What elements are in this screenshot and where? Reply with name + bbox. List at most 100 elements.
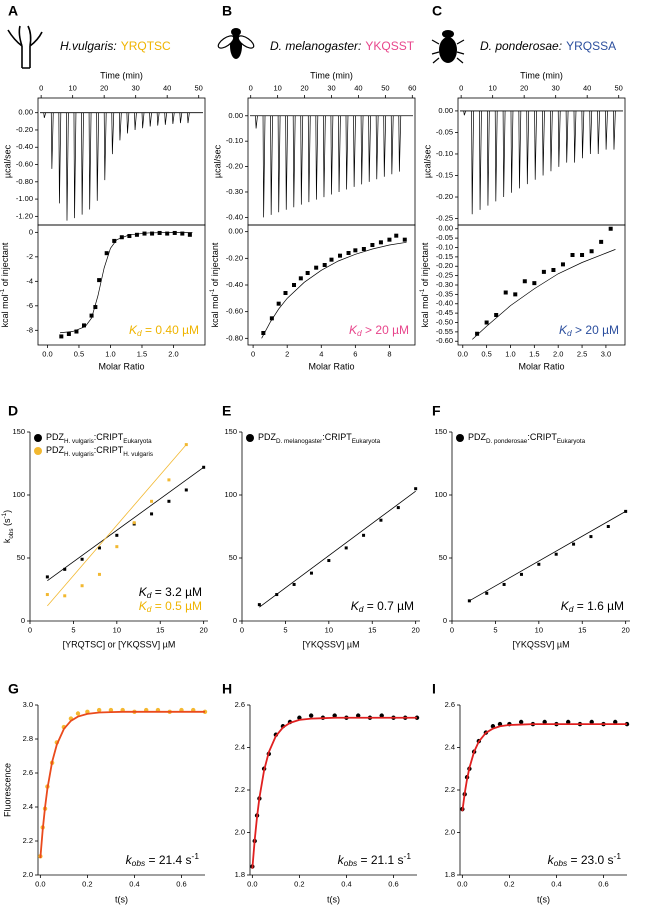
x-tick-label: 15 [368,626,376,635]
y-tick-label: -0.20 [226,162,243,171]
x-tick-label: 2.5 [577,350,587,359]
y-tick-label: -0.30 [436,280,453,289]
injection-peak [589,110,593,154]
legend-label-part: :CRIPT [94,432,124,442]
injection-peak [605,110,608,150]
injection-peak [141,112,145,129]
x-tick-label: 0.2 [504,880,514,889]
y-tick-label: -0.30 [226,187,243,196]
x-tick-label: 20 [411,626,419,635]
x-tick-label: 10 [535,626,543,635]
injection-peak [518,110,522,189]
data-point [82,323,87,328]
annotation-part: -1 [404,851,412,861]
panel-letter: F [432,403,441,419]
panel-letter: C [432,3,442,19]
annotation: kobs = 21.1 s-1 [338,851,412,868]
data-point [503,290,508,295]
data-point [80,557,84,561]
annotation-part: = 21.4 s [145,853,191,867]
y-tick-label: 0.00 [438,224,453,233]
organism: D. melanogaster: [270,39,361,53]
x-tick-label: 3.0 [601,350,611,359]
x-tick-label: 20 [300,83,308,92]
fit-line [251,716,417,869]
y-tick-label: -2 [26,252,33,261]
y-axis-label: µcal/sec [212,144,222,178]
panel-letter: G [8,681,19,697]
data-point [132,521,136,525]
annotation-part: = 23.0 s [567,853,613,867]
data-point [599,239,604,244]
injection-peak [330,115,334,195]
y-tick-label: 100 [224,490,237,499]
y-tick-label: -0.55 [436,327,453,336]
y-tick-label: 100 [12,490,25,499]
y-tick-label: -0.40 [226,212,243,221]
annotation: Kd = 3.2 µM [139,585,202,600]
y-axis-label-part: of injectant [0,242,10,289]
y-tick-label: -0.20 [226,253,243,262]
data-point [518,719,524,725]
hydra-icon [7,25,43,69]
injection-peak [292,115,296,208]
panel-header: D. ponderosae: YRQSSA [480,39,616,53]
y-axis-label: kobs (s-1) [1,510,15,543]
y-tick-label: 2.0 [235,827,245,836]
data-point [513,292,518,297]
y-axis-label: µcal/sec [422,144,432,178]
data-point [396,506,400,510]
x-tick-label: 8 [387,350,391,359]
data-point [570,253,575,257]
legend-marker [456,434,464,442]
data-point [572,542,576,546]
annotation-part: d [357,328,362,338]
legend-label-part: Eukaryota [557,438,586,445]
data-point [353,248,358,253]
annotation-part: > 20 µM [362,323,409,337]
data-point [150,499,154,503]
y-tick-label: -8 [26,325,33,334]
x-axis-label: [YKQSSV] µM [302,639,359,649]
injection-peak [58,112,62,204]
panel-header: H.vulgaris: YRQTSC [60,39,171,53]
y-tick-label: 2.2 [23,836,33,845]
y-tick-label: 0 [21,616,25,625]
data-point [59,334,64,339]
legend-label-part: PDZ [46,432,65,442]
data-point [554,552,558,556]
injection-peak [88,112,92,210]
y-axis-label-part: -1 [209,288,216,294]
x-tick-label: 2.0 [168,350,178,359]
data-point [589,249,594,254]
injection-peak [156,112,160,126]
y-tick-label: 50 [439,553,447,562]
y-tick-label: 1.8 [445,870,455,879]
x-axis-label: t(s) [537,894,550,904]
data-point [362,533,366,537]
x-tick-label: 50 [615,83,623,92]
data-point [314,265,319,270]
injection-peak [375,115,379,180]
data-point [112,238,117,243]
legend-label: PDZH. vulgaris:CRIPTEukaryota [46,432,152,444]
y-axis-label-part: of injectant [210,242,220,289]
annotation-part: d [569,604,574,614]
data-point [276,301,281,306]
injection-peak [73,112,77,219]
data-point [589,719,594,725]
y-tick-label: 0 [233,616,237,625]
x-tick-label: 5 [493,626,497,635]
legend-marker [34,434,42,442]
y-tick-label: -0.20 [436,192,453,201]
y-tick-label: 100 [434,490,447,499]
injection-peak [463,110,467,116]
y-tick-label: 0 [29,227,33,236]
panel-letter: B [222,3,232,19]
data-point [387,237,392,242]
injection-peak [187,112,190,124]
y-tick-label: 0 [443,616,447,625]
data-point [542,719,547,725]
data-point [332,713,337,718]
data-point [565,719,571,725]
